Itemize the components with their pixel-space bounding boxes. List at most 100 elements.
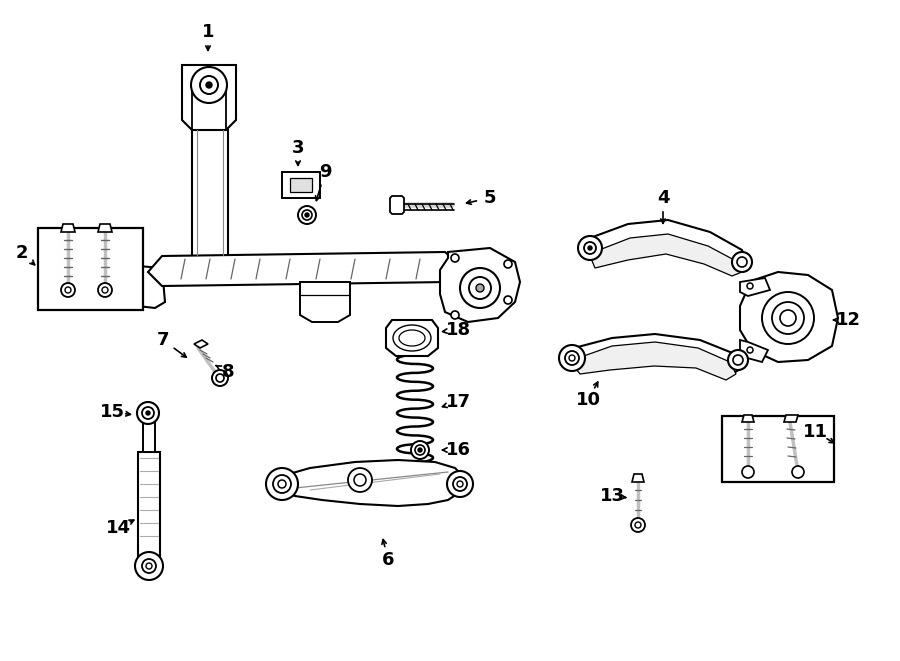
Circle shape <box>504 260 512 268</box>
Circle shape <box>732 252 752 272</box>
Circle shape <box>206 82 212 88</box>
Circle shape <box>142 559 156 573</box>
Circle shape <box>772 302 804 334</box>
Circle shape <box>273 475 291 493</box>
Text: 9: 9 <box>319 163 331 181</box>
Text: 4: 4 <box>657 189 670 207</box>
Circle shape <box>305 213 309 217</box>
Circle shape <box>504 296 512 304</box>
Circle shape <box>142 407 154 419</box>
Polygon shape <box>98 224 112 232</box>
Text: 2: 2 <box>16 244 28 262</box>
Circle shape <box>733 355 743 365</box>
Circle shape <box>451 254 459 262</box>
Polygon shape <box>632 474 644 482</box>
Text: 10: 10 <box>575 391 600 409</box>
Polygon shape <box>300 282 350 322</box>
Bar <box>143 422 155 452</box>
Polygon shape <box>440 248 520 322</box>
Circle shape <box>588 246 592 250</box>
Bar <box>38 228 143 310</box>
Text: 17: 17 <box>446 393 471 411</box>
Circle shape <box>742 466 754 478</box>
Polygon shape <box>290 178 312 192</box>
Polygon shape <box>740 272 838 362</box>
Text: 6: 6 <box>382 551 394 569</box>
Polygon shape <box>61 224 75 232</box>
Circle shape <box>302 210 312 220</box>
Circle shape <box>635 522 641 528</box>
Polygon shape <box>390 196 404 214</box>
Circle shape <box>278 480 286 488</box>
Polygon shape <box>148 252 458 286</box>
Text: 3: 3 <box>292 139 304 157</box>
Circle shape <box>411 441 429 459</box>
Circle shape <box>565 351 579 365</box>
Polygon shape <box>590 220 748 272</box>
Polygon shape <box>740 278 770 296</box>
Polygon shape <box>590 234 742 276</box>
Circle shape <box>631 518 645 532</box>
Text: 8: 8 <box>221 363 234 381</box>
Circle shape <box>780 310 796 326</box>
Circle shape <box>354 474 366 486</box>
Circle shape <box>737 257 747 267</box>
Circle shape <box>569 355 575 361</box>
Circle shape <box>98 283 112 297</box>
Text: 7: 7 <box>157 331 169 349</box>
Polygon shape <box>742 415 754 422</box>
Circle shape <box>747 283 753 289</box>
Circle shape <box>102 287 108 293</box>
Polygon shape <box>784 415 798 422</box>
Polygon shape <box>570 334 742 374</box>
Polygon shape <box>182 65 236 130</box>
Circle shape <box>126 284 134 292</box>
Circle shape <box>135 552 163 580</box>
Circle shape <box>457 481 463 487</box>
Circle shape <box>191 67 227 103</box>
Circle shape <box>469 277 491 299</box>
Text: 14: 14 <box>105 519 130 537</box>
Circle shape <box>559 345 585 371</box>
Circle shape <box>65 287 71 293</box>
Circle shape <box>451 311 459 319</box>
Circle shape <box>584 242 596 254</box>
Bar <box>722 416 834 482</box>
Polygon shape <box>58 262 165 308</box>
Text: 15: 15 <box>100 403 124 421</box>
Polygon shape <box>282 172 320 198</box>
Circle shape <box>216 374 224 382</box>
Text: 13: 13 <box>599 487 625 505</box>
Circle shape <box>298 206 316 224</box>
Circle shape <box>146 563 152 569</box>
Circle shape <box>137 402 159 424</box>
Circle shape <box>578 236 602 260</box>
Text: 1: 1 <box>202 23 214 41</box>
Polygon shape <box>386 320 438 356</box>
Circle shape <box>266 468 298 500</box>
Circle shape <box>415 445 425 455</box>
Circle shape <box>71 275 79 283</box>
Circle shape <box>747 347 753 353</box>
Circle shape <box>146 411 150 415</box>
Text: 18: 18 <box>446 321 471 339</box>
Polygon shape <box>278 460 465 506</box>
Text: 5: 5 <box>484 189 496 207</box>
Circle shape <box>212 370 228 386</box>
Circle shape <box>792 466 804 478</box>
Polygon shape <box>740 340 768 362</box>
Circle shape <box>418 448 422 452</box>
Text: 11: 11 <box>803 423 827 441</box>
Circle shape <box>61 283 75 297</box>
Circle shape <box>728 350 748 370</box>
Text: 12: 12 <box>835 311 860 329</box>
Polygon shape <box>192 118 228 262</box>
Circle shape <box>476 284 484 292</box>
Text: 16: 16 <box>446 441 471 459</box>
Circle shape <box>453 477 467 491</box>
Circle shape <box>348 468 372 492</box>
Circle shape <box>460 268 500 308</box>
Bar <box>138 452 160 562</box>
Polygon shape <box>572 342 736 380</box>
Circle shape <box>762 292 814 344</box>
